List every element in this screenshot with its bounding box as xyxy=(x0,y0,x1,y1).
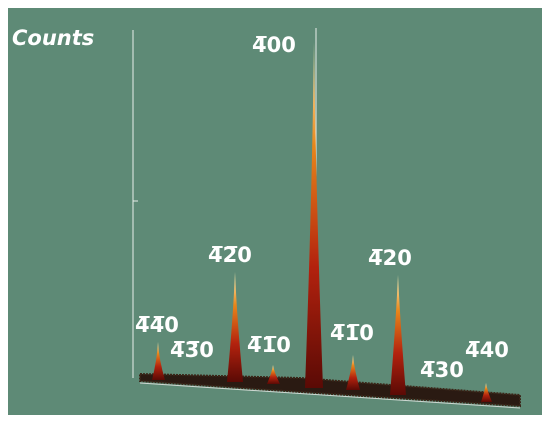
peak xyxy=(481,383,492,402)
base-axis xyxy=(139,382,521,409)
peak xyxy=(152,342,165,380)
axis-label: Counts xyxy=(12,26,94,50)
peak-label: 4̅20 xyxy=(368,246,412,270)
background xyxy=(8,8,542,415)
peak-label: 4̅3̅0 xyxy=(170,338,214,362)
peak-label: 4̅2̅0 xyxy=(208,243,252,267)
peak xyxy=(305,42,323,388)
peak xyxy=(227,272,243,382)
peak-label: 4̅00 xyxy=(252,33,296,57)
peak-label: 4̅1̅0 xyxy=(330,321,374,345)
peak xyxy=(267,365,280,384)
peak xyxy=(346,355,360,390)
peak-label: 4̅1̅0 xyxy=(247,333,291,357)
peaks xyxy=(152,42,492,402)
peak-label: 4̅40 xyxy=(465,338,509,362)
peak xyxy=(390,275,406,395)
peak-label: 4̅4̅0 xyxy=(135,313,179,337)
peak-label: 4̅30 xyxy=(420,358,464,382)
